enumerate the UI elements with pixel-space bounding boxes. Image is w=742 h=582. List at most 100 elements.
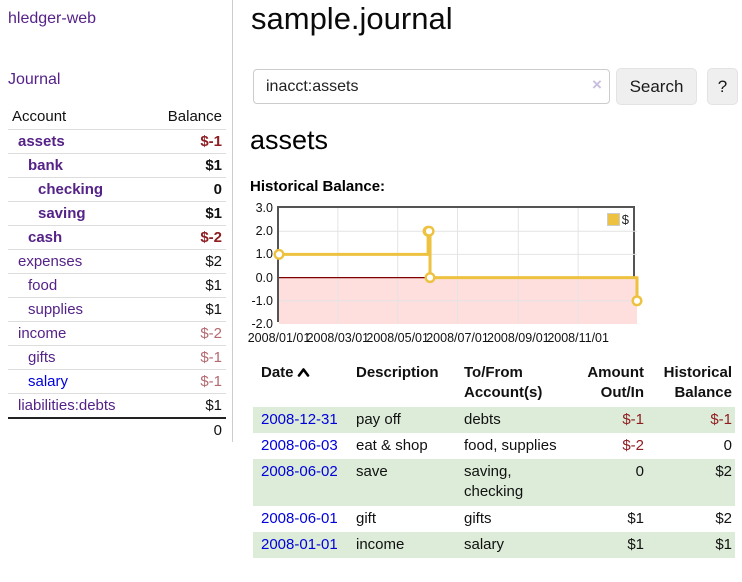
- chart-legend: $: [605, 212, 630, 227]
- x-axis-tick-label: 2008/03/01: [306, 331, 370, 345]
- transaction-accounts: debts: [456, 406, 574, 433]
- legend-label: $: [621, 212, 629, 227]
- search-input[interactable]: [253, 69, 610, 104]
- register-row: 2008-06-02 save saving, checking 0 $2: [253, 459, 735, 506]
- register-table: Date Description To/From Account(s) Amou…: [253, 360, 735, 558]
- transaction-amount: $1: [627, 509, 644, 527]
- transaction-date-link[interactable]: 2008-06-03: [261, 436, 338, 454]
- sidebar-divider: [232, 0, 233, 442]
- account-link-liabilities-debts[interactable]: liabilities:debts: [18, 397, 116, 414]
- register-col-accounts: To/From Account(s): [464, 364, 543, 402]
- account-balance: $1: [147, 201, 226, 226]
- register-col-date[interactable]: Date: [253, 360, 348, 407]
- account-balance: $2: [147, 249, 226, 274]
- transaction-description: eat & shop: [356, 436, 428, 454]
- accounts-header-row: Account Balance: [8, 104, 226, 130]
- account-balance: $1: [147, 153, 226, 178]
- page-title: sample.journal: [251, 1, 453, 36]
- register-row: 2008-01-01 income salary $1 $1: [253, 531, 735, 558]
- app-brand[interactable]: hledger-web: [8, 10, 97, 27]
- accounts-total-row: 0: [8, 417, 226, 442]
- x-axis-tick-label: 2008/05/01: [366, 331, 429, 345]
- account-link-saving[interactable]: saving: [38, 205, 86, 222]
- account-row: food $1: [8, 273, 226, 298]
- accounts-total: 0: [8, 417, 226, 442]
- register-col-amount: Amount Out/In: [587, 364, 644, 402]
- accounts-table: Account Balance assets $-1 bank $1 check…: [8, 104, 226, 442]
- register-row: 2008-06-03 eat & shop food, supplies $-2…: [253, 433, 735, 459]
- account-row: income $-2: [8, 321, 226, 346]
- x-axis-tick-label: 2008/01/01: [247, 331, 311, 345]
- transaction-amount: $1: [574, 531, 652, 558]
- account-balance: $-2: [147, 321, 226, 346]
- transaction-description: gift: [356, 509, 377, 527]
- accounts-col-account: Account: [8, 104, 148, 130]
- register-row: 2008-06-01 gift gifts $1 $2: [253, 506, 735, 532]
- account-row: cash $-2: [8, 225, 226, 250]
- transaction-description: pay off: [348, 406, 456, 433]
- x-axis-tick-label: 2008/07/01: [426, 331, 489, 345]
- account-link-bank[interactable]: bank: [28, 157, 64, 174]
- transaction-amount: $-2: [622, 436, 644, 454]
- transaction-accounts: gifts: [464, 509, 492, 527]
- account-balance: $-1: [147, 369, 226, 394]
- account-row: supplies $1: [8, 297, 226, 322]
- account-balance: $1: [147, 393, 226, 419]
- sidebar-item-journal[interactable]: Journal: [8, 71, 61, 88]
- transaction-date-link[interactable]: 2008-06-01: [261, 509, 338, 527]
- account-link-food[interactable]: food: [28, 277, 58, 294]
- account-link-supplies[interactable]: supplies: [28, 301, 84, 318]
- transaction-date-link[interactable]: 2008-12-31: [261, 410, 338, 428]
- x-axis-tick-label: 2008/09/01: [487, 331, 550, 345]
- account-link-checking[interactable]: checking: [38, 181, 104, 198]
- account-row: gifts $-1: [8, 345, 226, 370]
- register-col-date-label: Date: [261, 364, 294, 381]
- transaction-description: save: [348, 459, 456, 506]
- account-balance: $-1: [147, 345, 226, 370]
- transaction-accounts: food, supplies: [464, 436, 557, 454]
- legend-swatch-icon: [606, 213, 620, 226]
- chart-canvas: [273, 208, 643, 324]
- transaction-date-link[interactable]: 2008-01-01: [261, 535, 338, 553]
- chart-plot-area: $: [273, 206, 643, 324]
- transaction-balance: $2: [715, 509, 732, 527]
- help-button[interactable]: ?: [707, 68, 738, 105]
- transaction-balance: $-1: [652, 406, 735, 433]
- clear-search-icon[interactable]: ×: [592, 75, 602, 94]
- register-header-row: Date Description To/From Account(s) Amou…: [253, 360, 735, 407]
- account-row: liabilities:debts $1: [8, 393, 226, 419]
- account-link-expenses[interactable]: expenses: [18, 253, 83, 270]
- account-heading: assets: [250, 125, 329, 155]
- account-balance: $-1: [147, 129, 226, 154]
- sort-ascending-icon: [297, 364, 310, 384]
- account-balance: 0: [147, 177, 226, 202]
- y-axis-tick-label: -1.0: [251, 293, 273, 308]
- transaction-description: income: [348, 531, 456, 558]
- register-row: 2008-12-31 pay off debts $-1 $-1: [253, 406, 735, 433]
- account-balance: $1: [147, 273, 226, 298]
- historical-balance-chart: 3.0 2.0 1.0 0.0 -1.0 -2.0 $ 2008/01/01 2008/03…: [245, 202, 742, 352]
- register-col-description: Description: [356, 364, 439, 381]
- transaction-accounts: salary: [456, 531, 574, 558]
- y-axis-tick-label: 3.0: [255, 201, 273, 215]
- account-row: bank $1: [8, 153, 226, 178]
- x-axis-tick-label: 2008/11/01: [547, 331, 609, 345]
- account-link-salary[interactable]: salary: [28, 373, 69, 390]
- transaction-balance: $1: [652, 531, 735, 558]
- transaction-balance: $2: [652, 459, 735, 506]
- accounts-col-balance: Balance: [147, 104, 226, 130]
- transaction-date-link[interactable]: 2008-06-02: [261, 463, 338, 480]
- account-row: saving $1: [8, 201, 226, 226]
- y-axis-tick-label: 1.0: [255, 247, 273, 262]
- transaction-amount: $-1: [574, 406, 652, 433]
- account-link-income[interactable]: income: [18, 325, 67, 342]
- account-link-gifts[interactable]: gifts: [28, 349, 56, 366]
- y-axis-tick-label: 2.0: [255, 224, 273, 239]
- register-col-balance: Historical Balance: [663, 364, 732, 402]
- search-button[interactable]: Search: [616, 68, 697, 105]
- account-link-cash[interactable]: cash: [28, 229, 63, 246]
- account-link-assets[interactable]: assets: [18, 133, 65, 150]
- account-row: expenses $2: [8, 249, 226, 274]
- account-balance: $1: [147, 297, 226, 322]
